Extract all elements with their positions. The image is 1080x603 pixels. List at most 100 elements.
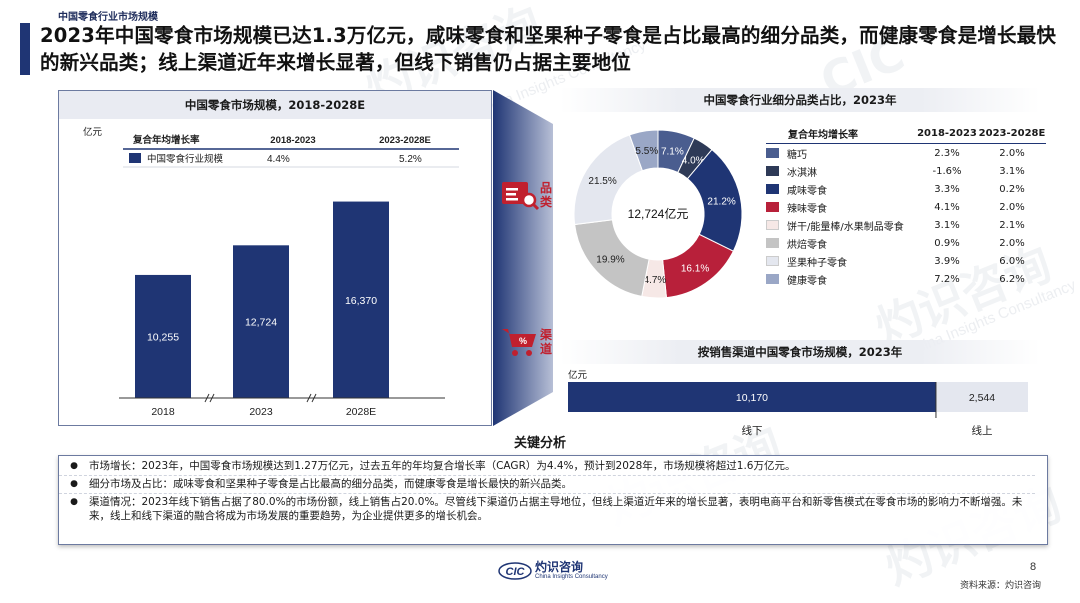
channel-icon-group: % 渠道 xyxy=(500,325,554,359)
bar-value-label: 16,370 xyxy=(345,295,377,307)
legend-cagr-1: 4.1% xyxy=(934,201,960,213)
legend-cagr-1: -1.6% xyxy=(932,165,962,177)
legend-rows: 糖巧 2.3% 2.0% 冰淇淋 -1.6% 3.1% 咸味零食 3.3% 0.2% 辣味零食 4.… xyxy=(766,144,1046,288)
legend-item-name: 健康零食 xyxy=(787,275,827,287)
legend-cagr-2: 2.0% xyxy=(999,147,1025,159)
legend-cagr-2: 6.2% xyxy=(999,273,1025,285)
pie-slice-label: 5.5% xyxy=(635,146,658,157)
footer-logo: CIC 灼识咨询 China Insights Consultancy xyxy=(498,561,608,581)
key-analysis-item: ● 细分市场及占比：咸味零食和坚果种子零食是占比最高的细分品类，而健康零食是增长最… xyxy=(59,477,1035,494)
x-tick-label: 2023 xyxy=(249,406,273,418)
category-icon-label: 品类 xyxy=(540,181,553,209)
legend-swatch xyxy=(766,202,779,212)
x-tick-labels: 2018 2023 2028E xyxy=(151,406,376,418)
legend-cagr-2: 2.0% xyxy=(999,237,1025,249)
legend-row: 咸味零食 3.3% 0.2% xyxy=(766,180,1046,198)
key-analysis-text: 渠道情况：2023年线下销售占据了80.0%的市场份额，线上销售占20.0%。尽… xyxy=(89,496,1023,522)
legend-cagr-2: 2.0% xyxy=(999,201,1025,213)
legend-item-name: 辣味零食 xyxy=(787,203,827,215)
shopping-cart-icon: % xyxy=(502,329,536,356)
legend-item-name: 咸味零食 xyxy=(787,185,827,197)
market-size-panel: 中国零食市场规模，2018-2028E 亿元 复合年均增长率 2018-2023… xyxy=(58,90,492,426)
category-chart-icon xyxy=(502,182,540,211)
market-size-unit: 亿元 xyxy=(83,126,103,138)
channel-category-label: 线下 xyxy=(741,424,762,436)
legend-row: 坚果种子零食 3.9% 6.0% xyxy=(766,252,1046,270)
market-size-panel-title: 中国零食市场规模，2018-2028E xyxy=(59,91,491,119)
legend-cagr-1: 0.9% xyxy=(934,237,960,249)
cagr-value-1: 4.4% xyxy=(267,154,290,165)
bar-series: 10,255 12,724 16,370 xyxy=(135,201,389,398)
pie-slice-label: 19.9% xyxy=(596,254,624,265)
channel-value-label: 2,544 xyxy=(969,392,995,404)
bullet-dot-icon: ● xyxy=(70,461,78,471)
channel-category-label: 线上 xyxy=(971,424,992,436)
legend-row: 辣味零食 4.1% 2.0% xyxy=(766,198,1046,216)
page-number: 8 xyxy=(1030,561,1037,573)
key-analysis-title: 关键分析 xyxy=(513,436,566,451)
key-analysis-text: 市场增长：2023年，中国零食市场规模达到1.27万亿元，过去五年的年均复合增长… xyxy=(89,460,796,472)
pie-slice-label: 4.0% xyxy=(682,155,705,166)
bar-2018 xyxy=(135,274,191,398)
pie-slice-label: 21.2% xyxy=(707,197,735,208)
legend-cagr-2: 6.0% xyxy=(999,255,1025,267)
bar-2023 xyxy=(233,245,289,398)
bullet-dot-icon: ● xyxy=(70,497,78,507)
title-accent-bar xyxy=(20,23,30,75)
pie-center-label: 12,724亿元 xyxy=(628,206,689,221)
svg-text:%: % xyxy=(519,336,527,346)
channel-bar-线上 xyxy=(935,382,1028,412)
cagr-label: 复合年均增长率 xyxy=(132,134,200,146)
legend-cagr-1: 3.1% xyxy=(934,219,960,231)
legend-label: 中国零食行业规模 xyxy=(147,153,224,165)
bar-value-label: 10,255 xyxy=(147,331,179,343)
market-size-chart: 亿元 复合年均增长率 2018-2023 2023-2028E 中国零食行业规模… xyxy=(83,126,459,418)
legend-row: 饼干/能量棒/水果制品零食 3.1% 2.1% xyxy=(766,216,1046,234)
category-legend-table: 复合年均增长率 2018-2023 2023-2028E 糖巧 2.3% 2.0% 冰… xyxy=(766,124,1046,288)
channel-unit: 亿元 xyxy=(568,369,588,381)
footer-logo-cn: 灼识咨询 xyxy=(535,560,584,574)
legend-swatch xyxy=(766,184,779,194)
legend-row: 烘焙零食 0.9% 2.0% xyxy=(766,234,1046,252)
cagr-period-1: 2018-2023 xyxy=(270,135,315,146)
legend-cagr-2: 2.1% xyxy=(999,219,1025,231)
category-share-title: 中国零食行业细分品类占比，2023年 xyxy=(560,88,1040,112)
legend-table-header: 复合年均增长率 2018-2023 2023-2028E xyxy=(766,124,1046,144)
key-analysis-box: ● 市场增长：2023年，中国零食市场规模达到1.27万亿元，过去五年的年均复合增… xyxy=(58,455,1048,545)
legend-swatch xyxy=(766,256,779,266)
legend-swatch xyxy=(129,153,141,163)
legend-swatch xyxy=(766,148,779,158)
funnel-connector xyxy=(493,90,553,426)
legend-swatch xyxy=(766,166,779,176)
legend-header-label: 复合年均增长率 xyxy=(788,130,858,141)
section-tag: 中国零食行业市场规模 xyxy=(58,12,158,23)
cagr-value-2: 5.2% xyxy=(399,154,422,165)
x-tick-label: 2028E xyxy=(346,406,376,418)
footer-logo-en: China Insights Consultancy xyxy=(535,574,608,580)
key-analysis-item: ● 渠道情况：2023年线下销售占据了80.0%的市场份额，线上销售占20.0%。… xyxy=(59,495,1035,525)
bar-2028E xyxy=(333,201,389,398)
legend-item-name: 饼干/能量棒/水果制品零食 xyxy=(787,221,904,233)
legend-row: 健康零食 7.2% 6.2% xyxy=(766,270,1046,288)
legend-swatch xyxy=(766,220,779,230)
legend-cagr-1: 2.3% xyxy=(934,147,960,159)
legend-item-name: 烘焙零食 xyxy=(787,239,827,251)
legend-header-period-1: 2018-2023 xyxy=(917,128,977,139)
pie-slice-label: 16.1% xyxy=(681,263,709,274)
legend-cagr-2: 0.2% xyxy=(999,183,1025,195)
channel-value-label: 10,170 xyxy=(736,392,768,404)
svg-text:CIC: CIC xyxy=(506,566,526,578)
x-tick-label: 2018 xyxy=(151,406,175,418)
legend-cagr-1: 3.9% xyxy=(934,255,960,267)
legend-swatch xyxy=(766,274,779,284)
category-icon-group: 品类 xyxy=(500,178,554,212)
cagr-period-2: 2023-2028E xyxy=(379,135,431,146)
bullet-dot-icon: ● xyxy=(70,479,78,489)
pie-slices: 7.1%4.0% 21.2% 16.1% 4.7% 19.9% 21.5% 5.5% xyxy=(573,129,743,299)
channel-bar-chart: 亿元 10,170 线下 2,544 线上 xyxy=(568,369,1028,436)
key-analysis-item: ● 市场增长：2023年，中国零食市场规模达到1.27万亿元，过去五年的年均复合增… xyxy=(59,459,1035,476)
cic-logo-icon: CIC xyxy=(498,562,532,580)
legend-row: 糖巧 2.3% 2.0% xyxy=(766,144,1046,162)
channel-icon-label: 渠道 xyxy=(540,328,553,356)
legend-cagr-1: 3.3% xyxy=(934,183,960,195)
